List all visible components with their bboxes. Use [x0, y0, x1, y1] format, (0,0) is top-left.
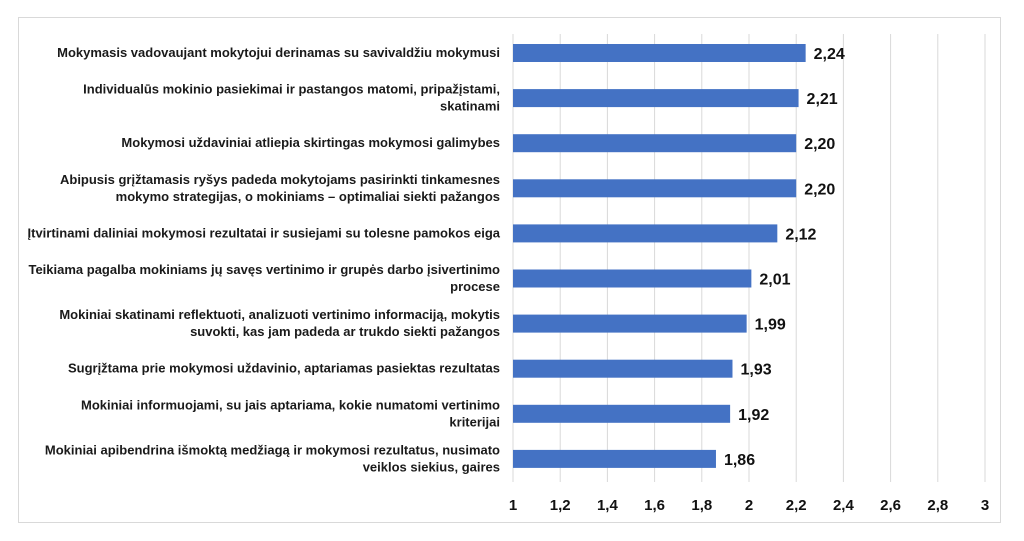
x-tick-label: 1,4: [597, 497, 619, 514]
x-tick-label: 1,6: [644, 497, 665, 514]
x-tick-label: 2,8: [927, 497, 948, 514]
x-tick-label: 1,8: [691, 497, 712, 514]
bar: [513, 269, 752, 288]
data-label: 2,21: [807, 91, 838, 108]
category-label: kriterijai: [449, 414, 500, 429]
category-label: Mokymosi uždaviniai atliepia skirtingas …: [121, 135, 500, 150]
x-tick-label: 2,4: [833, 497, 855, 514]
bar: [513, 359, 733, 378]
data-label: 1,99: [755, 317, 786, 334]
category-label: suvokti, kas jam padeda ar trukdo siekti…: [190, 324, 500, 339]
bar: [513, 314, 747, 333]
data-label: 1,93: [740, 362, 771, 379]
x-tick-label: 2,6: [880, 497, 901, 514]
x-tick-label: 3: [981, 497, 989, 514]
category-label: veiklos siekius, gaires: [363, 459, 500, 474]
category-label: Teikiama pagalba mokiniams jų savęs vert…: [28, 262, 500, 277]
category-label: Individualūs mokinio pasiekimai ir pasta…: [83, 82, 500, 97]
category-label: procese: [450, 279, 500, 294]
category-label: Mokymasis vadovaujant mokytojui derinama…: [57, 45, 500, 60]
category-label: Mokiniai apibendrina išmoktą medžiagą ir…: [45, 442, 500, 457]
bar: [513, 134, 797, 153]
category-label: skatinami: [440, 99, 500, 114]
bar: [513, 404, 731, 423]
data-label: 2,01: [759, 272, 790, 289]
category-label: Sugrįžtama prie mokymosi uždavinio, apta…: [68, 361, 500, 376]
x-tick-label: 1,2: [550, 497, 571, 514]
category-label: Mokiniai informuojami, su jais aptariama…: [81, 397, 500, 412]
chart-area: [18, 17, 1001, 523]
bar: [513, 224, 778, 243]
x-tick-label: 2,2: [786, 497, 807, 514]
bar: [513, 89, 799, 108]
x-tick-label: 2: [745, 497, 753, 514]
category-label: Abipusis grįžtamasis ryšys padeda mokyto…: [60, 172, 500, 187]
category-label: Mokiniai skatinami reflektuoti, analizuo…: [59, 307, 500, 322]
bar: [513, 449, 716, 468]
category-label: mokymo strategijas, o mokiniams – optima…: [116, 189, 500, 204]
data-label: 1,86: [724, 452, 755, 469]
category-label: Įtvirtinami daliniai mokymosi rezultatai…: [28, 225, 501, 240]
data-label: 1,92: [738, 407, 769, 424]
x-tick-label: 1: [509, 497, 517, 514]
bar: [513, 44, 806, 62]
bar: [513, 179, 797, 198]
data-label: 2,12: [785, 226, 816, 243]
data-label: 2,20: [804, 136, 835, 153]
data-label: 2,20: [804, 181, 835, 198]
data-label: 2,24: [814, 46, 845, 63]
